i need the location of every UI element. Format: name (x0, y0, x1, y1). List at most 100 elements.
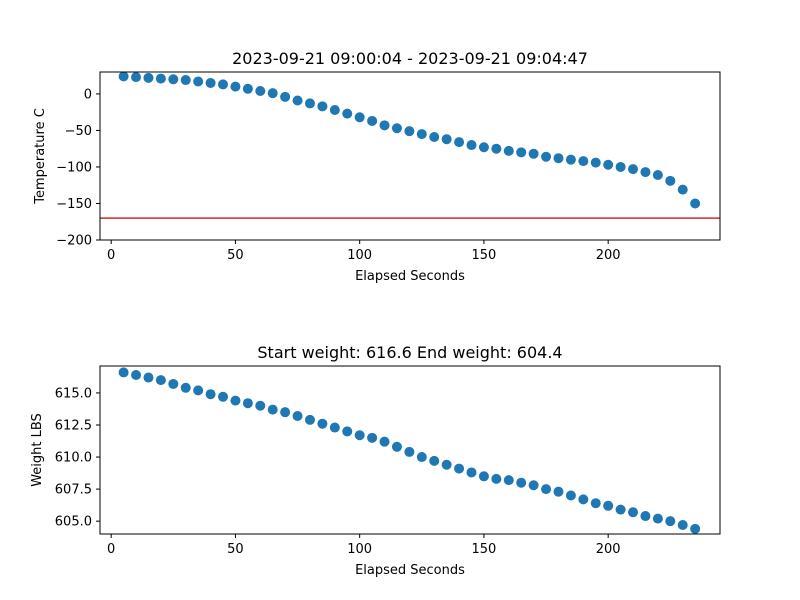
weight-panel: Start weight: 616.6 End weight: 604.4 0 5… (30, 343, 721, 578)
temperature-point (404, 126, 415, 137)
weight-point (528, 480, 539, 491)
weight-point (255, 400, 266, 411)
weight-point (304, 414, 315, 425)
weight-point (367, 432, 378, 443)
weight-point (131, 369, 142, 380)
weight-point (578, 494, 589, 505)
temperature-point (131, 72, 142, 83)
weight-point (317, 418, 328, 429)
weight-point (491, 473, 502, 484)
weight-x-ticks: 0 50 100 150 200 (107, 534, 621, 557)
weight-x-tick-label: 150 (472, 542, 497, 557)
weight-point (565, 490, 576, 501)
temperature-y-ticks: −200 −150 −100 −50 0 (56, 87, 100, 249)
temperature-point (677, 184, 688, 195)
temperature-point (205, 77, 216, 88)
temperature-x-tick-label: 50 (227, 248, 244, 263)
temperature-x-tick-label: 100 (347, 248, 372, 263)
weight-y-tick-label: 610.0 (55, 451, 92, 466)
weight-point (242, 398, 253, 409)
temperature-point (466, 140, 477, 151)
temperature-point (143, 72, 154, 83)
temperature-point (503, 145, 514, 156)
weight-point (180, 382, 191, 393)
weight-point (193, 385, 204, 396)
weight-point (391, 441, 402, 452)
temperature-point (168, 74, 179, 85)
weight-x-axis-label: Elapsed Seconds (355, 563, 465, 578)
weight-x-tick-label: 0 (107, 542, 115, 557)
weight-x-tick-label: 200 (596, 542, 621, 557)
temperature-point (590, 157, 601, 168)
temperature-point (690, 198, 701, 209)
temperature-point (491, 143, 502, 154)
weight-point (329, 422, 340, 433)
temperature-point (367, 115, 378, 126)
weight-point (628, 507, 639, 518)
temperature-point (665, 175, 676, 186)
temperature-x-ticks: 0 50 100 150 200 (107, 240, 621, 263)
temperature-x-axis-label: Elapsed Seconds (355, 269, 465, 284)
temperature-point (565, 154, 576, 165)
temperature-y-tick-label: 0 (84, 87, 92, 102)
weight-point (640, 511, 651, 522)
temperature-point (603, 159, 614, 170)
temperature-point (416, 129, 427, 140)
temperature-point (628, 164, 639, 175)
temperature-y-tick-label: −100 (56, 160, 92, 175)
temperature-point (280, 91, 291, 102)
temperature-point (391, 123, 402, 134)
temperature-panel: 2023-09-21 09:00:04 - 2023-09-21 09:04:4… (33, 49, 721, 284)
weight-y-tick-label: 615.0 (55, 386, 92, 401)
weight-points (118, 367, 701, 534)
weight-chart-title: Start weight: 616.6 End weight: 604.4 (257, 343, 562, 362)
weight-point (168, 378, 179, 389)
temperature-point (193, 76, 204, 87)
weight-point (230, 395, 241, 406)
temperature-point (652, 169, 663, 180)
weight-y-tick-label: 607.5 (55, 483, 92, 498)
weight-point (143, 372, 154, 383)
temperature-point (118, 71, 129, 82)
temperature-point (155, 73, 166, 84)
weight-point (218, 391, 229, 402)
weight-y-ticks: 605.0 607.5 610.0 612.5 615.0 (55, 386, 100, 530)
temperature-point (640, 167, 651, 178)
temperature-point (578, 156, 589, 167)
temperature-point (267, 88, 278, 99)
temperature-point (218, 79, 229, 90)
temperature-points (118, 71, 701, 209)
temperature-point (454, 137, 465, 148)
weight-point (478, 471, 489, 482)
weight-point (503, 475, 514, 486)
temperature-y-tick-label: −150 (56, 197, 92, 212)
weight-point (379, 436, 390, 447)
weight-point (205, 389, 216, 400)
weight-point (416, 452, 427, 463)
weight-point (690, 523, 701, 534)
temperature-point (342, 108, 353, 119)
weight-x-tick-label: 50 (227, 542, 244, 557)
weight-point (155, 375, 166, 386)
temperature-point (354, 112, 365, 123)
temperature-y-axis-label: Temperature C (33, 108, 48, 205)
temperature-point (516, 147, 527, 158)
temperature-y-tick-label: −200 (56, 234, 92, 249)
weight-point (516, 477, 527, 488)
weight-point (354, 430, 365, 441)
temperature-point (317, 101, 328, 112)
temperature-chart-title: 2023-09-21 09:00:04 - 2023-09-21 09:04:4… (232, 49, 588, 68)
temperature-point (292, 95, 303, 106)
temperature-x-tick-label: 200 (596, 248, 621, 263)
temperature-point (304, 98, 315, 109)
weight-point (267, 404, 278, 415)
weight-point (603, 500, 614, 511)
weight-point (280, 407, 291, 418)
temperature-point (478, 142, 489, 153)
weight-point (292, 411, 303, 422)
weight-point (441, 459, 452, 470)
weight-y-axis-label: Weight LBS (30, 413, 45, 487)
temperature-point (379, 120, 390, 131)
temperature-point (255, 85, 266, 96)
temperature-point (541, 151, 552, 162)
